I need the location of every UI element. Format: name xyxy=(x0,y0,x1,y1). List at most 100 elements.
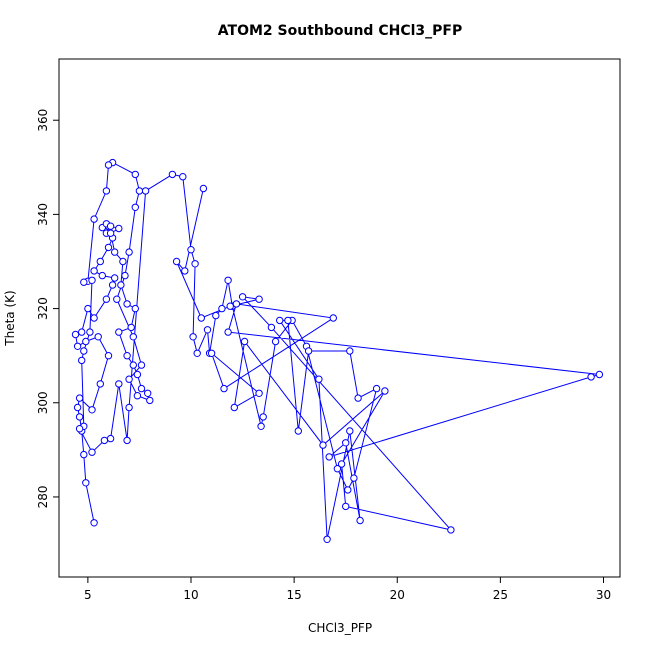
data-point xyxy=(125,375,133,383)
series-layer xyxy=(71,158,604,543)
data-point xyxy=(131,170,140,179)
data-point xyxy=(84,304,92,313)
data-point xyxy=(595,370,604,379)
data-point xyxy=(131,304,140,313)
x-tick-label: 15 xyxy=(286,588,301,602)
data-point xyxy=(115,224,123,233)
data-point xyxy=(102,295,111,303)
data-point xyxy=(73,342,82,350)
data-point xyxy=(71,330,80,339)
data-point xyxy=(115,380,123,388)
x-tick-label: 25 xyxy=(493,588,508,602)
data-point xyxy=(203,326,212,334)
data-point xyxy=(106,229,115,237)
data-point xyxy=(325,453,333,461)
data-point xyxy=(257,422,265,430)
data-point xyxy=(75,425,84,433)
data-point xyxy=(104,352,113,360)
x-tick-label: 30 xyxy=(596,588,611,602)
data-point xyxy=(100,436,109,445)
data-point xyxy=(90,267,98,275)
data-point xyxy=(82,479,90,487)
data-point xyxy=(104,161,113,169)
data-point xyxy=(96,257,105,266)
data-point xyxy=(129,361,138,369)
data-point xyxy=(284,316,292,325)
data-point xyxy=(119,257,127,266)
data-point xyxy=(255,389,263,397)
data-point xyxy=(329,314,337,322)
x-tick-label: 5 xyxy=(84,588,92,602)
data-point xyxy=(133,370,142,379)
data-point xyxy=(115,328,123,336)
data-point xyxy=(354,394,362,402)
data-point xyxy=(80,278,88,286)
data-point xyxy=(123,300,131,308)
data-point xyxy=(108,281,117,289)
data-point xyxy=(106,222,115,230)
y-axis-label: Theta (K) xyxy=(3,290,17,346)
data-point xyxy=(88,406,96,414)
data-point xyxy=(127,323,135,332)
data-point xyxy=(356,516,364,525)
data-point xyxy=(168,170,177,179)
data-point xyxy=(98,271,107,280)
data-point xyxy=(199,184,208,193)
data-point xyxy=(133,392,142,400)
data-point xyxy=(447,526,455,534)
x-tick-label: 10 xyxy=(183,588,198,602)
data-point xyxy=(104,243,113,252)
data-point xyxy=(350,474,358,482)
data-point xyxy=(146,396,154,405)
data-point xyxy=(187,246,195,254)
data-point xyxy=(90,519,98,527)
data-point xyxy=(346,427,354,435)
data-point xyxy=(90,215,98,223)
data-point xyxy=(220,384,228,393)
data-point xyxy=(226,302,234,310)
data-point xyxy=(224,328,232,336)
x-tick-label: 20 xyxy=(390,588,405,602)
data-point xyxy=(129,333,138,341)
data-point xyxy=(319,441,327,449)
data-point xyxy=(137,384,146,393)
y-tick-label: 320 xyxy=(36,297,50,320)
data-point xyxy=(78,356,86,365)
data-point xyxy=(381,387,389,395)
data-point xyxy=(117,281,125,289)
data-point xyxy=(94,333,102,341)
data-point xyxy=(144,389,152,397)
data-point xyxy=(80,450,88,459)
data-point xyxy=(315,375,323,383)
data-point xyxy=(123,436,131,445)
data-point xyxy=(323,535,331,543)
data-point xyxy=(96,380,105,388)
data-point xyxy=(218,304,226,313)
data-point xyxy=(259,413,267,421)
data-point xyxy=(255,295,263,303)
y-tick-label: 280 xyxy=(36,485,50,508)
data-point xyxy=(191,260,199,268)
data-point xyxy=(78,328,86,336)
data-point xyxy=(86,328,94,336)
data-point xyxy=(111,274,119,282)
data-point xyxy=(342,439,350,447)
data-point xyxy=(102,187,111,195)
data-point xyxy=(137,361,146,369)
plot-frame xyxy=(58,58,621,578)
y-tick-label: 340 xyxy=(36,203,50,226)
data-point xyxy=(276,316,284,325)
data-point xyxy=(141,187,150,195)
x-axis: 5 10 15 20 25 30 xyxy=(84,577,611,602)
data-point xyxy=(304,347,313,355)
data-point xyxy=(106,434,115,443)
data-point xyxy=(224,276,232,284)
data-point xyxy=(342,502,350,511)
data-point xyxy=(212,311,220,320)
data-point xyxy=(172,257,181,266)
data-point xyxy=(90,314,98,322)
data-point xyxy=(88,448,96,456)
data-point xyxy=(121,271,129,280)
data-point xyxy=(267,323,276,332)
